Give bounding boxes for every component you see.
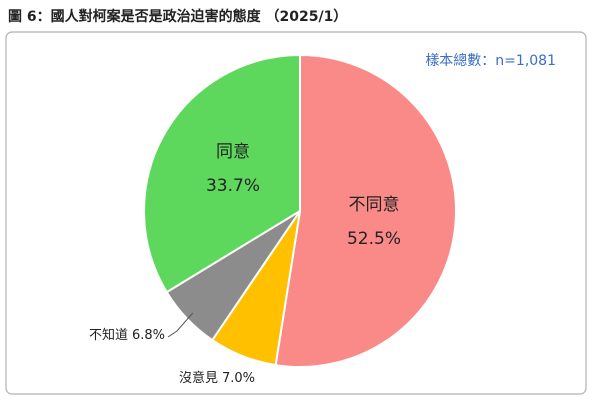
slice-label: 同意 [216,142,250,162]
slice-label: 不知道 6.8% [89,327,165,343]
pie-slice [143,53,301,294]
slice-label: 不同意 [349,195,400,215]
value-label: 7.0% [222,371,255,386]
slice-label: 沒意見 7.0% [179,370,255,386]
pie-slice [274,53,457,368]
chart-title: 圖 6：國人對柯案是否是政治迫害的態度 （2025/1） [8,8,347,25]
value-label: 52.5% [347,229,401,249]
category-label: 沒意見 [179,370,218,386]
value-label: 6.8% [132,328,165,343]
annotation: 樣本總數：n=1,081 [425,52,556,69]
category-label: 不知道 [89,327,128,343]
leader-line [167,312,194,338]
value-label: 33.7% [206,176,260,196]
